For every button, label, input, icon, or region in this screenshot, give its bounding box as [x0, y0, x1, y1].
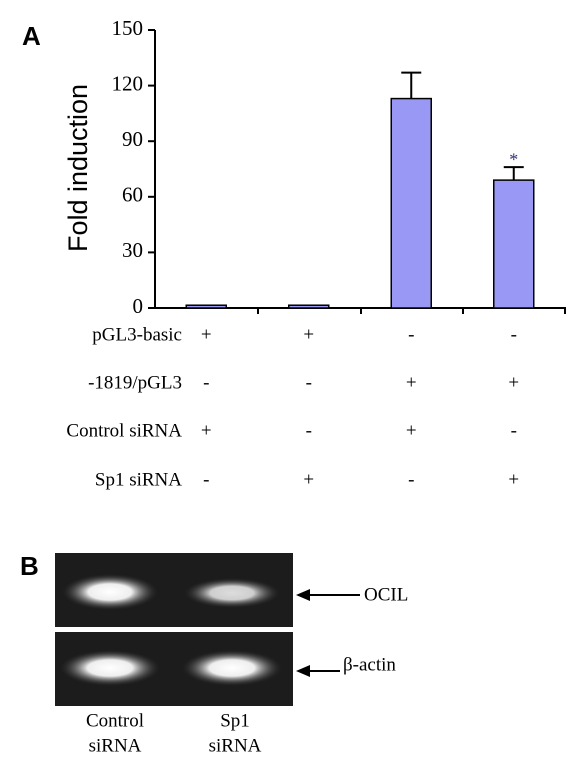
condition-sign: -: [306, 420, 312, 441]
condition-label: pGL3-basic: [92, 324, 182, 345]
condition-sign: -: [511, 324, 517, 345]
condition-sign: +: [406, 372, 417, 393]
y-tick-label: 30: [122, 238, 143, 262]
panel-label: B: [20, 551, 39, 581]
condition-sign: -: [203, 469, 209, 490]
y-tick-label: 150: [112, 16, 144, 40]
arrow-head: [296, 589, 310, 601]
gel: [55, 553, 360, 706]
band-label: β-actin: [343, 654, 396, 675]
condition-sign: +: [201, 420, 212, 441]
condition-sign: -: [408, 324, 414, 345]
y-axis-label: Fold induction: [63, 84, 93, 252]
condition-sign: +: [508, 469, 519, 490]
gel-band: [60, 650, 160, 686]
lane-label: siRNA: [209, 735, 262, 756]
gel-band: [62, 574, 158, 610]
error-bar: [401, 71, 422, 99]
error-bar: [503, 166, 524, 181]
condition-label: -1819/pGL3: [88, 372, 182, 393]
condition-sign: -: [408, 469, 414, 490]
condition-label: Control siRNA: [66, 420, 182, 441]
lane-label: Control: [86, 710, 144, 731]
condition-sign: +: [406, 420, 417, 441]
bar: [493, 179, 535, 309]
condition-sign: +: [303, 324, 314, 345]
gel-band: [182, 650, 282, 686]
condition-sign: +: [201, 324, 212, 345]
condition-sign: +: [508, 372, 519, 393]
condition-sign: -: [511, 420, 517, 441]
y-tick-label: 0: [133, 294, 144, 318]
condition-sign: -: [306, 372, 312, 393]
y-tick-label: 90: [122, 127, 143, 151]
bar: [288, 304, 330, 309]
band-label: OCIL: [364, 584, 408, 605]
lane-label: Sp1: [220, 710, 250, 731]
condition-sign: +: [303, 469, 314, 490]
y-tick-label: 120: [112, 71, 144, 95]
y-tick-label: 60: [122, 183, 143, 207]
lane-label: siRNA: [89, 735, 142, 756]
condition-sign: -: [203, 372, 209, 393]
annotation: *: [509, 149, 518, 169]
arrow-head: [296, 665, 310, 677]
bar: [390, 97, 432, 309]
condition-label: Sp1 siRNA: [95, 469, 182, 490]
bar: [185, 304, 227, 309]
gel-band: [184, 578, 280, 608]
panel-label: A: [22, 21, 41, 51]
